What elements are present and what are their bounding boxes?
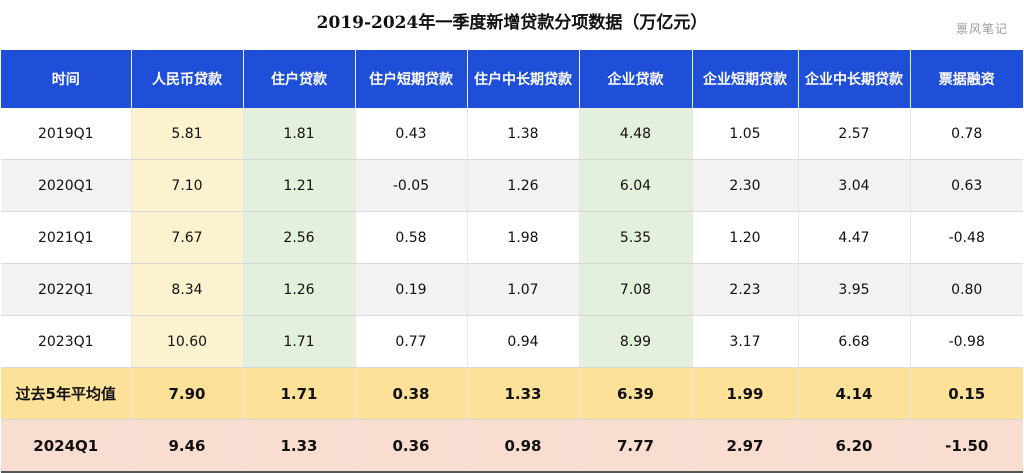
table-cell: -1.50 [910,419,1023,473]
table-cell: 1.05 [692,108,799,160]
header-row: 时间 人民币贷款 住户贷款 住户短期贷款 住户中长期贷款 企业贷款 企业短期贷款 企业中长期贷… [1,50,1023,108]
table-cell: 1.20 [692,211,799,264]
table-cell: 1.81 [243,108,356,160]
table-cell: 0.63 [910,159,1023,212]
column-header: 企业短期贷款 [692,50,799,108]
table-cell: 6.68 [798,315,911,368]
table-cell: 1.26 [243,263,356,316]
column-header: 企业中长期贷款 [798,50,911,108]
table-row: 2022Q1 8.34 1.26 0.19 1.07 7.08 2.23 3.95 0.80 [1,263,1023,316]
table-cell: 1.21 [243,159,356,212]
table-cell: -0.48 [910,211,1023,264]
table-cell: -0.98 [910,315,1023,368]
table-row: 2024Q1 9.46 1.33 0.36 0.98 7.77 2.97 6.20 -1.50 [1,419,1023,473]
column-header: 住户贷款 [243,50,356,108]
table-cell: 2.23 [692,263,799,316]
row-label: 2022Q1 [1,263,132,316]
table-cell: 8.99 [579,315,693,368]
table-cell: 1.71 [243,315,356,368]
table-cell: 1.98 [467,211,580,264]
table-cell: 0.15 [910,367,1023,420]
table-cell: 4.14 [798,367,911,420]
table-cell: 0.58 [355,211,468,264]
row-label: 2024Q1 [1,419,132,473]
table-cell: -0.05 [355,159,468,212]
table-cell: 2.57 [798,108,911,160]
table-cell: 0.77 [355,315,468,368]
table-cell: 1.33 [243,419,356,473]
table-cell: 0.94 [467,315,580,368]
table-cell: 2.56 [243,211,356,264]
table-cell: 0.80 [910,263,1023,316]
row-label: 2019Q1 [1,108,132,160]
table-cell: 8.34 [131,263,244,316]
table-cell: 3.95 [798,263,911,316]
table-row: 2019Q1 5.81 1.81 0.43 1.38 4.48 1.05 2.57 0.78 [1,108,1023,160]
loan-data-table: 时间 人民币贷款 住户贷款 住户短期贷款 住户中长期贷款 企业贷款 企业短期贷款 企业中长期贷… [1,50,1023,473]
table-cell: 6.04 [579,159,693,212]
column-header: 人民币贷款 [131,50,244,108]
table-row: 2020Q1 7.10 1.21 -0.05 1.26 6.04 2.30 3.04 0.63 [1,159,1023,212]
table-row: 2021Q1 7.67 2.56 0.58 1.98 5.35 1.20 4.47 -0.48 [1,211,1023,264]
column-header: 住户短期贷款 [355,50,468,108]
table-cell: 9.46 [131,419,244,473]
column-header: 时间 [1,50,132,108]
table-cell: 10.60 [131,315,244,368]
table-cell: 1.26 [467,159,580,212]
table-cell: 7.67 [131,211,244,264]
table-cell: 1.99 [692,367,799,420]
table-cell: 7.08 [579,263,693,316]
table-cell: 6.20 [798,419,911,473]
table-cell: 1.38 [467,108,580,160]
column-header: 住户中长期贷款 [467,50,580,108]
watermark: 禀风笔记 [955,22,1008,36]
table-cell: 6.39 [579,367,693,420]
table-cell: 2.30 [692,159,799,212]
row-label: 2020Q1 [1,159,132,212]
row-label: 2023Q1 [1,315,132,368]
row-label: 2021Q1 [1,211,132,264]
table-row: 2023Q1 10.60 1.71 0.77 0.94 8.99 3.17 6.68 -0.98 [1,315,1023,368]
table-title: 2019-2024年一季度新增贷款分项数据（万亿元） [316,13,708,33]
table-cell: 4.48 [579,108,693,160]
table-cell: 0.43 [355,108,468,160]
table-cell: 0.19 [355,263,468,316]
table-cell: 3.04 [798,159,911,212]
table-cell: 2.97 [692,419,799,473]
table-cell: 7.77 [579,419,693,473]
table-cell: 1.33 [467,367,580,420]
table-cell: 5.35 [579,211,693,264]
table-cell: 0.98 [467,419,580,473]
column-header: 企业贷款 [579,50,693,108]
table-cell: 0.38 [355,367,468,420]
table-cell: 7.90 [131,367,244,420]
table-cell: 0.36 [355,419,468,473]
table-cell: 1.71 [243,367,356,420]
table-cell: 5.81 [131,108,244,160]
row-label: 过去5年平均值 [1,367,132,420]
table-row: 过去5年平均值 7.90 1.71 0.38 1.33 6.39 1.99 4.14 0.15 [1,367,1023,420]
table-cell: 7.10 [131,159,244,212]
column-header: 票据融资 [910,50,1023,108]
table-cell: 1.07 [467,263,580,316]
table-cell: 3.17 [692,315,799,368]
table-cell: 4.47 [798,211,911,264]
table-cell: 0.78 [910,108,1023,160]
